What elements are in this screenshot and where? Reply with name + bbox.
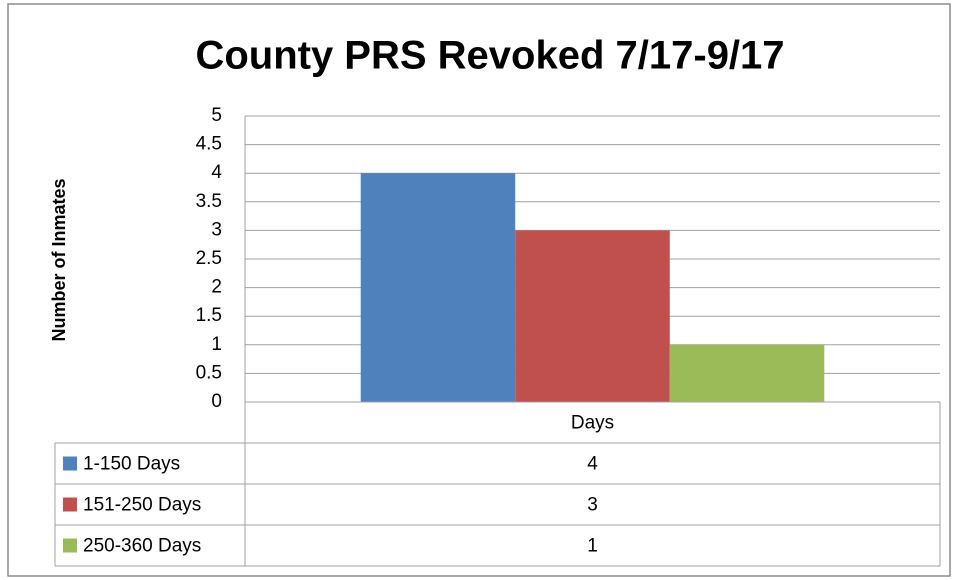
y-tick-label: 0 xyxy=(211,391,222,412)
table-value: 1 xyxy=(587,536,598,557)
legend-swatch xyxy=(63,497,77,512)
legend-label: 250-360 Days xyxy=(83,536,201,557)
bar xyxy=(360,173,516,402)
y-tick-label: 2.5 xyxy=(196,248,222,269)
legend-swatch xyxy=(63,538,77,553)
bar xyxy=(515,230,670,402)
table-value: 4 xyxy=(587,454,598,475)
bar xyxy=(669,344,825,402)
y-tick-label: 4.5 xyxy=(196,134,222,155)
y-tick-label: 3 xyxy=(211,219,222,240)
y-tick-label: 0.5 xyxy=(196,362,222,383)
chart-title: County PRS Revoked 7/17-9/17 xyxy=(195,34,784,78)
legend-label: 151-250 Days xyxy=(83,495,201,516)
y-tick-label: 1.5 xyxy=(196,305,222,326)
legend-swatch xyxy=(63,456,77,471)
x-tick-label: Days xyxy=(571,413,614,434)
legend-label: 1-150 Days xyxy=(83,454,180,475)
y-tick-label: 5 xyxy=(211,105,222,126)
y-tick-label: 1 xyxy=(211,334,222,355)
table-value: 3 xyxy=(587,495,598,516)
y-tick-label: 3.5 xyxy=(196,191,222,212)
y-axis-label: Number of Inmates xyxy=(49,178,69,341)
y-tick-label: 2 xyxy=(211,277,222,298)
y-tick-label: 4 xyxy=(211,162,222,183)
